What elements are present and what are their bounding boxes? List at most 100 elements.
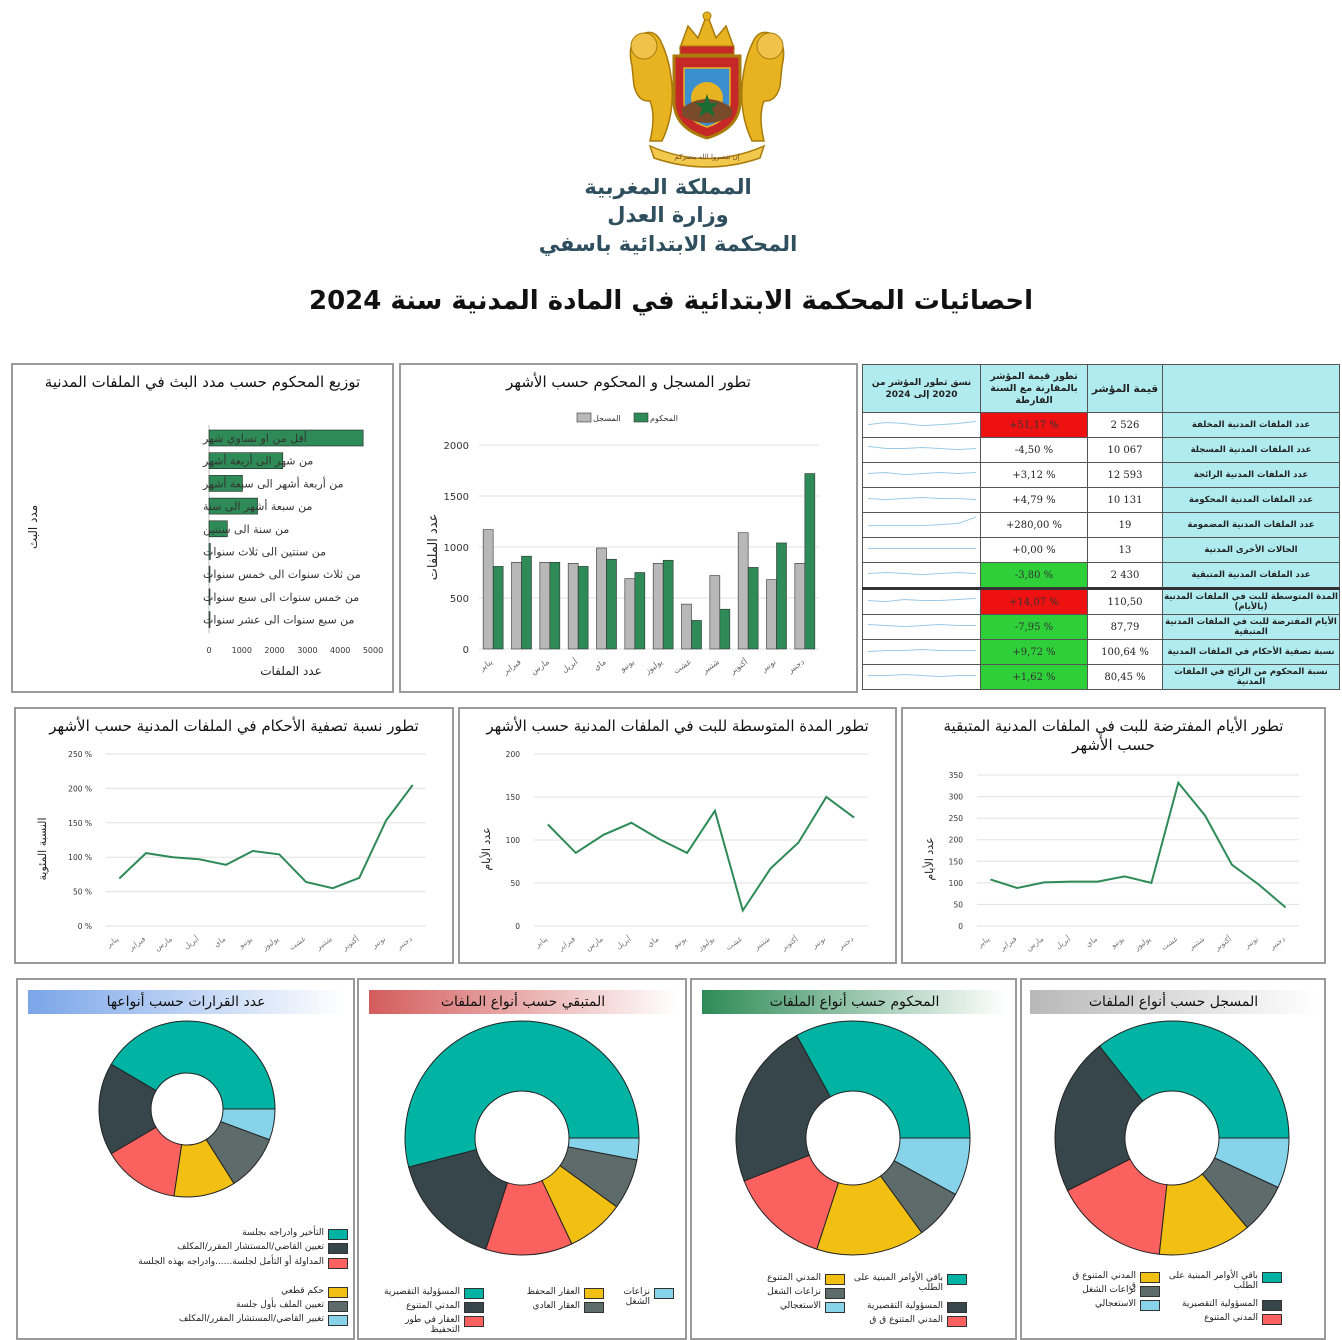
monthly-y-axis-label: عدد الملفات [426, 514, 441, 581]
kpi-sparkline [862, 537, 981, 563]
line-chart-tick-label: 200 [949, 836, 964, 845]
legend-item: العقار المحفظ [489, 1287, 604, 1299]
remaining-panel: المتبقي حسب أنواع الملفات المسؤولية التق… [357, 978, 687, 1340]
line-chart-month-label: يونيو [671, 934, 689, 950]
monthly-bar [549, 562, 561, 650]
line-chart-tick-label: 0 [958, 922, 963, 931]
kpi-row: +1,62 % 80,45 % نسبة المحكوم من الرائج في … [862, 664, 1340, 690]
coat-of-arms-icon: إن تنصروا الله ينصركم [629, 11, 785, 168]
legend-item: المدني المتنوع ق ق [1065, 1271, 1160, 1291]
remaining-legend: المسؤولية التقصيرية المدني المتنوع العقار … [374, 1285, 674, 1335]
kpi-value: 80,45 % [1087, 664, 1163, 690]
duration-tick-label: 3000 [297, 646, 317, 655]
kpi-value: 87,79 [1087, 614, 1163, 640]
legend-label: تعيين الملف بأول جلسة [236, 1300, 324, 1310]
line-chart-tick-label: 100 [949, 879, 964, 888]
legend-label: التأخير وادراجه بجلسة [242, 1228, 324, 1238]
monthly-bar [719, 608, 731, 650]
donut-slice [567, 1137, 640, 1161]
registered-legend: باقي الأوامر المبنية على الطلب المسؤولية … [1062, 1271, 1282, 1333]
monthly-month-label: مارس [529, 657, 551, 676]
ministry-name: وزارة العدل [607, 203, 729, 227]
line-chart-month-label: مارس [584, 934, 605, 952]
donut-slice [1213, 1137, 1290, 1189]
line-chart-month-label: ماي [1084, 934, 1099, 948]
registered-panel: المسجل حسب أنواع الملفات باقي الأوامر ال… [1020, 978, 1326, 1340]
kpi-sparkline [862, 614, 981, 640]
sparkline-icon [867, 496, 976, 501]
donut-slice [893, 1137, 971, 1196]
kpi-value: 10 131 [1087, 487, 1163, 513]
donut-slice [404, 1020, 640, 1168]
line-chart-tick-label: 50 [953, 900, 963, 909]
sparkline-icon [867, 516, 976, 527]
rate-chart-panel: تطور نسبة تصفية الأحكام في الملفات المدن… [14, 707, 454, 964]
monthly-bar [577, 566, 589, 650]
line-chart-y-axis-label: عدد الأيام [922, 837, 936, 880]
duration-bar [208, 611, 211, 628]
kpi-row: -3,80 % 2 430 عدد الملفات المدنية المتبقية [862, 562, 1340, 589]
legend-item: المدني المتنوع [750, 1273, 845, 1285]
monthly-month-label: غشت [672, 657, 693, 675]
sparkline-icon [867, 548, 976, 549]
legend-item: نزاعات الشغل [1065, 1285, 1160, 1297]
legend-swatch [825, 1302, 845, 1313]
court-name: المحكمة الابتدائية باسفي [538, 232, 798, 256]
duration-category-label: من خمس سنوات الى سبع سنوات [203, 591, 359, 604]
line-chart-tick-label: 50 [510, 879, 520, 888]
kpi-value: 100,64 % [1087, 639, 1163, 665]
kpi-change: -3,80 % [980, 562, 1088, 589]
kpi-row: +9,72 % 100,64 % نسبة تصفية الأحكام في الم… [862, 639, 1340, 665]
monthly-bar [482, 529, 494, 650]
page-title: احصائيات المحكمة الابتدائية في المادة ال… [308, 286, 1034, 316]
legend-swatch [328, 1287, 348, 1298]
donut-slice [98, 1063, 157, 1155]
sparkline-line [867, 516, 976, 527]
legend-swatch [1140, 1300, 1160, 1311]
line-chart-month-label: شتنبر [752, 934, 772, 952]
line-chart-tick-label: 250 [949, 814, 964, 823]
legend-item: الاستعجالي [750, 1301, 845, 1313]
monthly-bar [681, 603, 692, 650]
kpi-sparkline [862, 512, 981, 538]
line-chart-month-label: يناير [104, 934, 121, 949]
kpi-change: +3,12 % [980, 462, 1088, 488]
legend-item: المسؤولية التقصيرية [847, 1301, 967, 1313]
legend-item: باقي الأوامر المبنية على الطلب [847, 1273, 967, 1293]
kpi-row: +51,17 % 2 526 عدد الملفات المدنية المخلفة [862, 412, 1340, 438]
legend-item: نزاعات الشغل [606, 1287, 674, 1307]
kpi-header-trend: نسق تطور المؤشر من 2020 إلى 2024 [862, 364, 981, 413]
monthly-tick-label: 1000 [444, 543, 469, 554]
sparkline-line [867, 496, 976, 501]
line-chart-tick-label: 50 % [73, 888, 92, 897]
duration-category-label: من سبعة أشهر الى سنة [203, 499, 313, 513]
duration-bar [208, 565, 211, 583]
line-chart-tick-label: 250 % [68, 750, 92, 759]
monthly-tick-label: 0 [463, 645, 469, 656]
kpi-row: -4,50 % 10 067 عدد الملفات المدنية المسجلة [862, 437, 1340, 463]
line-chart-series [547, 795, 855, 913]
kpi-table: نسق تطور المؤشر من 2020 إلى 2024 تطور قي… [862, 364, 1340, 690]
donut-slice [795, 1020, 971, 1139]
kpi-value: 19 [1087, 512, 1163, 538]
assumed-chart: 0 50 100 150 200 250 300 350 يناير فبراير مارس أبري… [922, 771, 1299, 953]
decisions-legend: التأخير وادراجه بجلسة تعيين القاضي/المستش… [98, 1228, 348, 1338]
line-chart-month-label: نونبر [369, 934, 387, 950]
monthly-chart-title: تطور المسجل و المحكوم حسب الأشهر [506, 373, 751, 391]
legend-swatch [328, 1315, 348, 1326]
legend-item: التأخير وادراجه بجلسة [98, 1228, 348, 1240]
line-chart-month-label: يناير [533, 934, 550, 949]
legend-swatch [1140, 1286, 1160, 1297]
legend-swatch [328, 1258, 348, 1269]
kpi-value: 2 430 [1087, 562, 1163, 589]
monthly-month-label: أكتوبر [727, 656, 749, 676]
legend-item: تعيين القاضي/المستشار المقرر/المكلف [98, 1242, 348, 1254]
line-chart-tick-label: 0 % [78, 922, 92, 931]
kpi-change: -7,95 % [980, 614, 1088, 640]
kpi-label: المدة المتوسطة للبت في الملفات المدنية (… [1162, 588, 1340, 615]
legend-label: العقار المحفظ [526, 1287, 580, 1297]
line-chart-month-label: فبراير [556, 934, 577, 953]
duration-bar [208, 452, 284, 469]
legend-item: العقار في طور التحفيظ [374, 1315, 484, 1335]
line-chart-month-label: يوليوز [260, 934, 281, 952]
